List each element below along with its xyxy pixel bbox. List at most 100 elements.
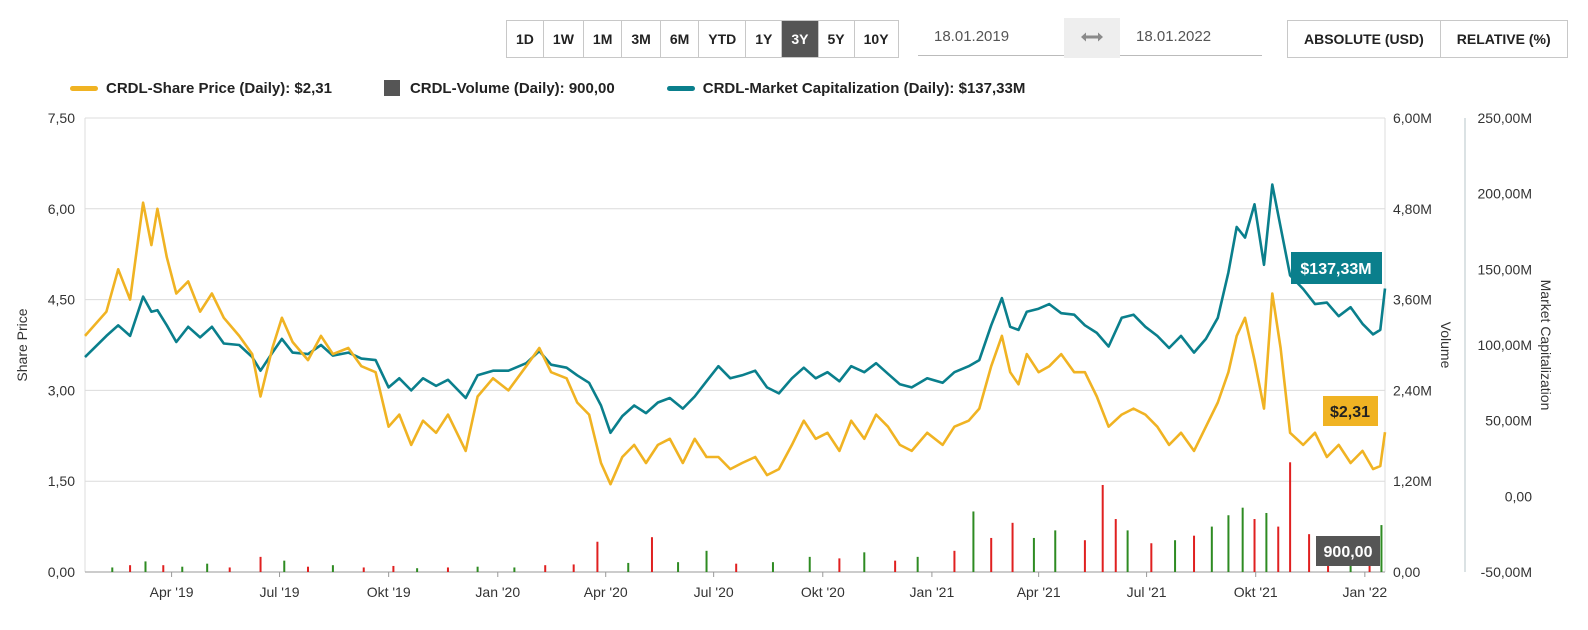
volume-bar <box>144 561 147 572</box>
date-to-field[interactable]: 18.01.2022 <box>1120 20 1262 56</box>
volume-bar <box>1032 537 1035 572</box>
date-from-field[interactable]: 18.01.2019 <box>918 20 1064 56</box>
volume-bar <box>1114 519 1117 572</box>
volume-bar <box>1241 507 1244 572</box>
volume-bar <box>1308 534 1311 572</box>
market-cap-last-value-label: $137,33M <box>1300 261 1371 278</box>
market-cap-axis-tick: 150,00M <box>1478 261 1532 277</box>
volume-bar <box>1227 515 1230 572</box>
volume-bar <box>476 566 479 572</box>
volume-axis-tick: 3,60M <box>1393 292 1432 308</box>
range-button-ytd[interactable]: YTD <box>699 21 747 57</box>
volume-bar <box>972 511 975 572</box>
volume-bar <box>259 556 262 572</box>
volume-bar <box>392 565 395 572</box>
volume-bar <box>162 565 165 572</box>
volume-bar <box>228 567 231 572</box>
range-button-3y[interactable]: 3Y <box>782 21 819 57</box>
x-axis-tick: Jul '19 <box>260 584 300 600</box>
legend-label-share-price: CRDL-Share Price (Daily): <box>106 79 291 97</box>
absolute-usd-button[interactable]: ABSOLUTE (USD) <box>1288 21 1441 57</box>
volume-bar <box>808 556 811 572</box>
volume-bar <box>916 556 919 572</box>
legend-label-market-cap: CRDL-Market Capitalization (Daily): <box>702 79 955 97</box>
volume-bar <box>1011 522 1014 572</box>
double-arrow-icon <box>1081 32 1103 42</box>
share-price-swatch <box>70 85 98 91</box>
legend-item-volume[interactable]: CRDL-Volume (Daily): 900,00 <box>383 79 615 97</box>
volume-bar <box>1174 540 1177 572</box>
x-axis-tick: Apr '21 <box>1017 584 1061 600</box>
volume-bar <box>1289 462 1292 572</box>
market-cap-line <box>84 183 1387 435</box>
volume-axis-title: Volume <box>1438 322 1454 369</box>
volume-bar <box>306 566 309 572</box>
volume-last-value-label: 900,00 <box>1324 544 1373 561</box>
volume-bar <box>362 567 365 572</box>
price-axis-tick: 1,50 <box>48 473 75 489</box>
volume-axis-tick: 1,20M <box>1393 473 1432 489</box>
volume-bar <box>129 565 132 572</box>
market-cap-axis-tick: 100,00M <box>1478 337 1532 353</box>
legend-label-volume: CRDL-Volume (Daily): <box>409 79 565 97</box>
market-cap-axis-tick: -50,00M <box>1481 564 1532 580</box>
x-axis-tick: Jan '20 <box>475 584 520 600</box>
volume-bar <box>1277 526 1280 572</box>
volume-bar <box>331 565 334 572</box>
volume-bar <box>1380 525 1383 572</box>
range-button-6m[interactable]: 6M <box>660 21 700 57</box>
legend-item-share-price[interactable]: CRDL-Share Price (Daily): $2,31 <box>70 80 332 97</box>
range-button-1m[interactable]: 1M <box>583 21 623 57</box>
volume-bar <box>1253 519 1256 572</box>
x-axis-tick: Jan '21 <box>910 584 955 600</box>
x-axis-tick: Jul '20 <box>694 584 734 600</box>
range-button-1w[interactable]: 1W <box>543 21 584 57</box>
volume-bar <box>596 541 599 572</box>
x-axis-tick: Apr '19 <box>150 584 194 600</box>
x-axis-tick: Jul '21 <box>1127 584 1167 600</box>
volume-bar <box>1101 484 1104 572</box>
market-cap-axis-tick: 250,00M <box>1478 110 1532 126</box>
range-button-10y[interactable]: 10Y <box>854 21 898 57</box>
volume-bar <box>894 560 897 572</box>
relative-percent-button[interactable]: RELATIVE (%) <box>1440 21 1567 57</box>
range-button-1y[interactable]: 1Y <box>746 21 783 57</box>
price-axis-tick: 0,00 <box>48 564 75 580</box>
volume-bar <box>705 550 708 572</box>
volume-bar <box>206 563 209 572</box>
legend-item-market-cap[interactable]: CRDL-Market Capitalization (Daily): $137… <box>666 79 1026 97</box>
volume-axis-tick: 6,00M <box>1393 110 1432 126</box>
volume-bar <box>544 565 547 572</box>
volume-bar <box>446 567 449 572</box>
share-price-last-value-badge <box>1323 396 1378 426</box>
x-axis-tick: Jan '22 <box>1342 584 1387 600</box>
market-cap-axis-tick: 200,00M <box>1478 186 1532 202</box>
volume-bar <box>677 562 680 572</box>
price-axis-tick: 6,00 <box>48 201 75 217</box>
share-price-last-value-label: $2,31 <box>1330 404 1370 421</box>
range-button-1d[interactable]: 1D <box>507 21 544 57</box>
swap-dates-button[interactable] <box>1064 18 1120 58</box>
market-cap-axis-title: Market Capitalization <box>1538 280 1554 411</box>
share-price-line <box>84 201 1387 486</box>
volume-bar <box>1126 530 1129 572</box>
x-axis-tick: Okt '21 <box>1234 584 1278 600</box>
volume-bar <box>863 552 866 572</box>
price-axis-title: Share Price <box>14 308 30 381</box>
volume-last-value-badge <box>1316 536 1380 566</box>
volume-bar <box>283 560 286 572</box>
volume-bar <box>181 566 184 572</box>
legend-value-market-cap: $137,33M <box>958 79 1026 97</box>
price-axis-tick: 7,50 <box>48 110 75 126</box>
range-button-3m[interactable]: 3M <box>622 21 661 57</box>
range-button-5y[interactable]: 5Y <box>818 21 855 57</box>
volume-bar <box>1210 526 1213 572</box>
x-axis-tick: Apr '20 <box>584 584 628 600</box>
scale-mode-selector: ABSOLUTE (USD) RELATIVE (%) <box>1287 20 1568 58</box>
volume-bar <box>1193 535 1196 572</box>
volume-axis-tick: 4,80M <box>1393 201 1432 217</box>
volume-bar <box>1265 512 1268 572</box>
volume-bar <box>735 563 738 572</box>
price-axis-tick: 3,00 <box>48 382 75 398</box>
